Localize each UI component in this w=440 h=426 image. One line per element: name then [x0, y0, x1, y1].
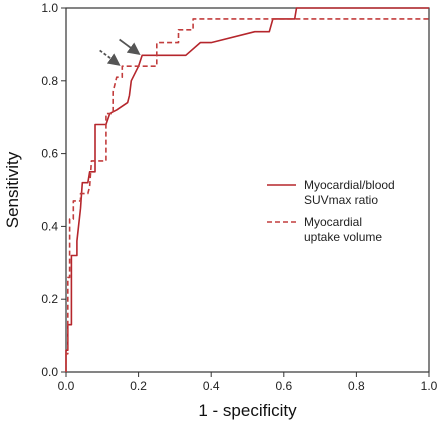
- y-tick-label: 0.4: [41, 219, 58, 233]
- legend-label: SUVmax ratio: [304, 193, 378, 207]
- legend-label: uptake volume: [304, 230, 382, 244]
- series-line-uptake-volume: [65, 18, 429, 372]
- axes: 0.0 0.2 0.4 0.6 0.8 1.0 0.0 0.2 0.4 0.6 0.8 1.0: [41, 1, 437, 393]
- x-tick-label: 0.2: [130, 379, 147, 393]
- x-axis-title: 1 - specificity: [198, 401, 297, 420]
- x-tick-label: 0.6: [275, 379, 292, 393]
- annotation-layer: [99, 38, 141, 66]
- x-tick-label: 0.4: [203, 379, 220, 393]
- plot-frame: [65, 7, 430, 373]
- y-tick-label: 0.8: [41, 74, 58, 88]
- y-tick-label: 0.2: [41, 292, 58, 306]
- x-tick-label: 1.0: [421, 379, 438, 393]
- dashed-arrow-annotation: [99, 49, 121, 66]
- y-tick-label: 0.0: [41, 365, 58, 379]
- series-layer: [65, 7, 429, 372]
- x-tick-label: 0.8: [348, 379, 365, 393]
- legend-label: Myocardial/blood: [304, 178, 395, 192]
- x-tick-label: 0.0: [58, 379, 75, 393]
- y-tick-label: 0.6: [41, 147, 58, 161]
- y-tick-label: 1.0: [41, 1, 58, 15]
- solid-arrow-annotation: [119, 38, 141, 55]
- y-axis-title: Sensitivity: [3, 151, 22, 228]
- legend-label: Myocardial: [304, 215, 362, 229]
